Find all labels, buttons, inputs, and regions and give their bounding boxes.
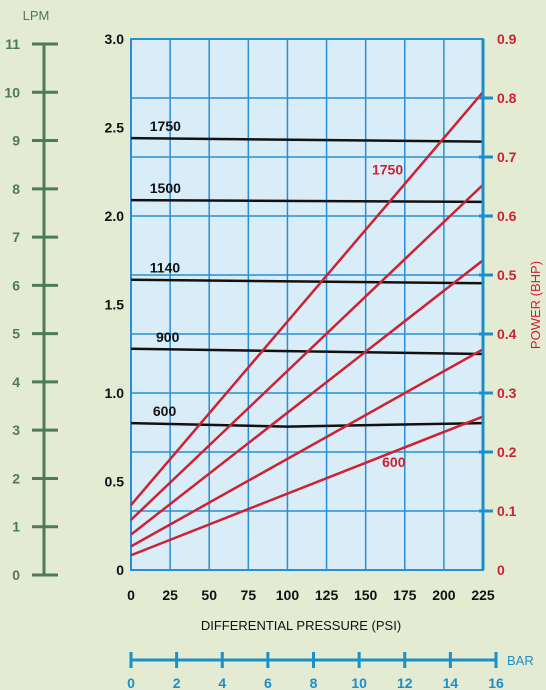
psi-tick-label: 200 <box>432 587 456 603</box>
bar-tick-label: 12 <box>397 675 413 690</box>
power-tick-label: 0.2 <box>497 444 517 460</box>
flow-label-900: 900 <box>156 329 180 345</box>
lpm-tick-label: 8 <box>12 181 20 197</box>
x-axis-title: DIFFERENTIAL PRESSURE (PSI) <box>201 618 401 633</box>
bar-tick-label: 10 <box>351 675 367 690</box>
psi-tick-label: 75 <box>241 587 257 603</box>
power-axis-title: POWER (BHP) <box>528 261 543 349</box>
lpm-tick-label: 9 <box>12 133 20 149</box>
flow-label-600: 600 <box>153 403 177 419</box>
power-line-1750 <box>130 91 484 506</box>
power-line-3 <box>130 259 484 536</box>
power-label-1750: 1750 <box>372 162 403 178</box>
lpm-tick-label: 6 <box>12 277 20 293</box>
flow-line-1750-rpm <box>130 136 484 143</box>
flow-tick-label: 1.0 <box>105 385 125 401</box>
flow-label-1750: 1750 <box>150 118 181 134</box>
psi-tick-label: 175 <box>393 587 417 603</box>
flow-line-600-rpm <box>130 421 484 428</box>
power-line-4 <box>130 348 484 548</box>
power-tick-label: 0.9 <box>497 31 517 47</box>
bar-axis-title: BAR <box>507 653 534 668</box>
flow-tick-label: 0.5 <box>105 474 125 490</box>
flow-tick-label: 2.5 <box>105 120 125 136</box>
flow-tick-label: 3.0 <box>105 31 125 47</box>
power-tick-label: 0.1 <box>497 503 517 519</box>
power-line-600 <box>130 415 484 557</box>
lpm-tick-label: 2 <box>12 470 20 486</box>
psi-tick-label: 225 <box>471 587 495 603</box>
psi-tick-label: 150 <box>354 587 378 603</box>
lpm-tick-label: 11 <box>5 36 20 52</box>
bar-tick-label: 8 <box>310 675 318 690</box>
lpm-tick-label: 10 <box>4 84 20 100</box>
psi-tick-label: 100 <box>276 587 300 603</box>
psi-tick-label: 50 <box>201 587 217 603</box>
flow-line-1500-rpm <box>130 198 484 204</box>
lpm-tick-label: 5 <box>12 326 20 342</box>
power-tick-label: 0.6 <box>497 208 517 224</box>
bar-tick-label: 0 <box>127 675 135 690</box>
plot-area <box>130 38 484 571</box>
lpm-tick-label: 7 <box>12 229 20 245</box>
flow-label-1500: 1500 <box>150 180 181 196</box>
flow-tick-label: 1.5 <box>105 297 125 313</box>
lpm-tick-label: 3 <box>12 422 20 438</box>
lpm-tick-label: 1 <box>12 519 20 535</box>
bar-tick-label: 6 <box>264 675 272 690</box>
power-tick-label: 0.3 <box>497 385 517 401</box>
psi-tick-label: 25 <box>162 587 178 603</box>
bar-tick-label: 16 <box>488 675 504 690</box>
power-tick-label: 0.5 <box>497 267 517 283</box>
power-tick-label: 0.7 <box>497 149 517 165</box>
bar-tick-label: 4 <box>218 675 226 690</box>
power-line-2 <box>130 183 484 521</box>
psi-tick-label: 0 <box>127 587 135 603</box>
flow-tick-label: 2.0 <box>105 208 125 224</box>
lpm-tick-label: 0 <box>12 567 20 583</box>
bar-tick-label: 14 <box>443 675 459 690</box>
lpm-tick-label: 4 <box>12 374 20 390</box>
power-label-600: 600 <box>382 454 406 470</box>
psi-tick-label: 125 <box>315 587 339 603</box>
bar-tick-label: 2 <box>173 675 181 690</box>
lpm-axis-title: LPM <box>23 8 50 23</box>
power-tick-label: 0 <box>497 562 505 578</box>
power-tick-label: 0.8 <box>497 90 517 106</box>
flow-label-1140: 1140 <box>150 260 181 276</box>
power-tick-label: 0.4 <box>497 326 517 342</box>
flow-tick-label: 0 <box>116 562 124 578</box>
flow-line-1140-rpm <box>130 278 484 285</box>
